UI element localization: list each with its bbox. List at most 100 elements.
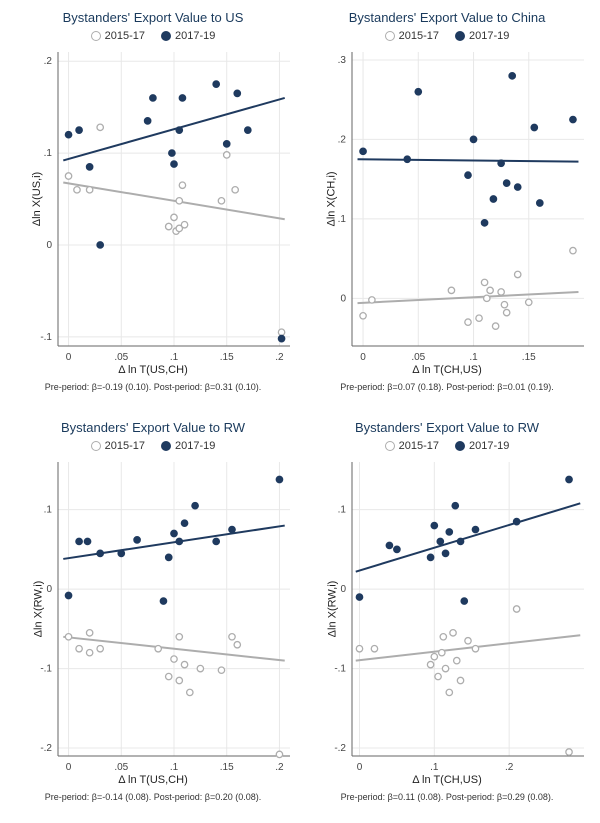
data-point-post (431, 522, 437, 528)
data-point-post (537, 200, 543, 206)
data-point-pre (97, 124, 103, 130)
data-point-post (213, 538, 219, 544)
chart-legend: 2015-172017-19 (302, 30, 592, 42)
circle-icon (161, 31, 171, 41)
data-point-post (394, 546, 400, 552)
data-point-post (457, 538, 463, 544)
legend-label: 2015-17 (399, 440, 439, 452)
data-point-post (570, 116, 576, 122)
data-point-post (97, 550, 103, 556)
data-point-post (513, 518, 519, 524)
data-point-post (490, 196, 496, 202)
data-point-pre (513, 606, 519, 612)
data-point-pre (503, 309, 509, 315)
data-point-post (442, 550, 448, 556)
data-point-post (224, 141, 230, 147)
xtick-label: .2 (275, 762, 284, 773)
legend-item-post: 2017-19 (161, 440, 215, 452)
data-point-post (446, 529, 452, 535)
chart-panel: Bystanders' Export Value to US2015-17201… (8, 6, 298, 396)
data-point-pre (448, 287, 454, 293)
legend-item-pre: 2015-17 (385, 440, 439, 452)
data-point-post (278, 335, 284, 341)
ytick-label: .1 (44, 148, 53, 159)
x-axis-label: Δ ln T(CH,US) (302, 364, 592, 376)
data-point-pre (439, 650, 445, 656)
xtick-label: .2 (275, 352, 284, 363)
chart-title: Bystanders' Export Value to China (302, 10, 592, 25)
data-point-pre (498, 289, 504, 295)
data-point-pre (492, 323, 498, 329)
data-point-post (276, 476, 282, 482)
chart-caption: Pre-period: β=-0.14 (0.08). Post-period:… (8, 792, 298, 802)
data-point-post (465, 172, 471, 178)
data-point-post (437, 538, 443, 544)
circle-icon (91, 31, 101, 41)
data-point-pre (457, 677, 463, 683)
data-point-post (176, 538, 182, 544)
ytick-label: -.1 (40, 332, 52, 343)
data-point-pre (86, 187, 92, 193)
data-point-pre (450, 630, 456, 636)
xtick-label: .1 (469, 352, 478, 363)
xtick-label: 0 (66, 762, 72, 773)
chart-legend: 2015-17 2017-19 (8, 440, 298, 452)
ytick-label: .1 (338, 505, 347, 516)
legend-label: 2017-19 (175, 30, 215, 42)
data-point-pre (487, 287, 493, 293)
legend-item-post: 2017-19 (455, 440, 509, 452)
data-point-pre (356, 646, 362, 652)
circle-icon (455, 441, 465, 451)
ytick-label: .1 (44, 505, 53, 516)
legend-item-pre: 2015-17 (91, 440, 145, 452)
chart-caption: Pre-period: β=-0.19 (0.10). Post-period:… (8, 382, 298, 392)
chart-caption: Pre-period: β=0.07 (0.18). Post-period: … (302, 382, 592, 392)
data-point-pre (176, 677, 182, 683)
legend-item-post: 2017-19 (455, 30, 509, 42)
ytick-label: -.2 (40, 743, 52, 754)
legend-item-pre: 2015-17 (91, 30, 145, 42)
ytick-label: -.1 (334, 664, 346, 675)
y-axis-label: Δln X(US,i) (31, 172, 43, 226)
legend-label: 2015-17 (105, 440, 145, 452)
data-point-post (461, 598, 467, 604)
xtick-label: .1 (170, 352, 179, 363)
data-point-post (65, 131, 71, 137)
data-point-post (169, 150, 175, 156)
data-point-post (503, 180, 509, 186)
xtick-label: .2 (505, 762, 514, 773)
data-point-pre (278, 329, 284, 335)
data-point-post (118, 550, 124, 556)
circle-icon (91, 441, 101, 451)
data-point-post (181, 520, 187, 526)
data-point-post (76, 127, 82, 133)
chart-legend: 2015-17 2017-19 (8, 30, 298, 42)
xtick-label: .15 (220, 762, 234, 773)
data-point-pre (369, 297, 375, 303)
data-point-pre (526, 299, 532, 305)
ytick-label: 0 (340, 584, 346, 595)
data-point-pre (276, 751, 282, 757)
data-point-pre (218, 667, 224, 673)
data-point-post (472, 526, 478, 532)
data-point-pre (224, 152, 230, 158)
circle-icon (161, 441, 171, 451)
ytick-label: 0 (46, 584, 52, 595)
data-point-pre (570, 247, 576, 253)
data-point-post (144, 118, 150, 124)
data-point-pre (181, 222, 187, 228)
data-point-post (360, 148, 366, 154)
xtick-label: .15 (220, 352, 234, 363)
data-point-post (65, 592, 71, 598)
data-point-pre (65, 173, 71, 179)
data-point-post (356, 594, 362, 600)
data-point-post (97, 242, 103, 248)
data-point-post (234, 90, 240, 96)
data-point-pre (427, 661, 433, 667)
data-point-post (229, 526, 235, 532)
data-point-pre (440, 634, 446, 640)
xtick-label: .05 (114, 762, 128, 773)
data-point-pre (481, 279, 487, 285)
data-point-post (531, 124, 537, 130)
data-point-pre (446, 689, 452, 695)
